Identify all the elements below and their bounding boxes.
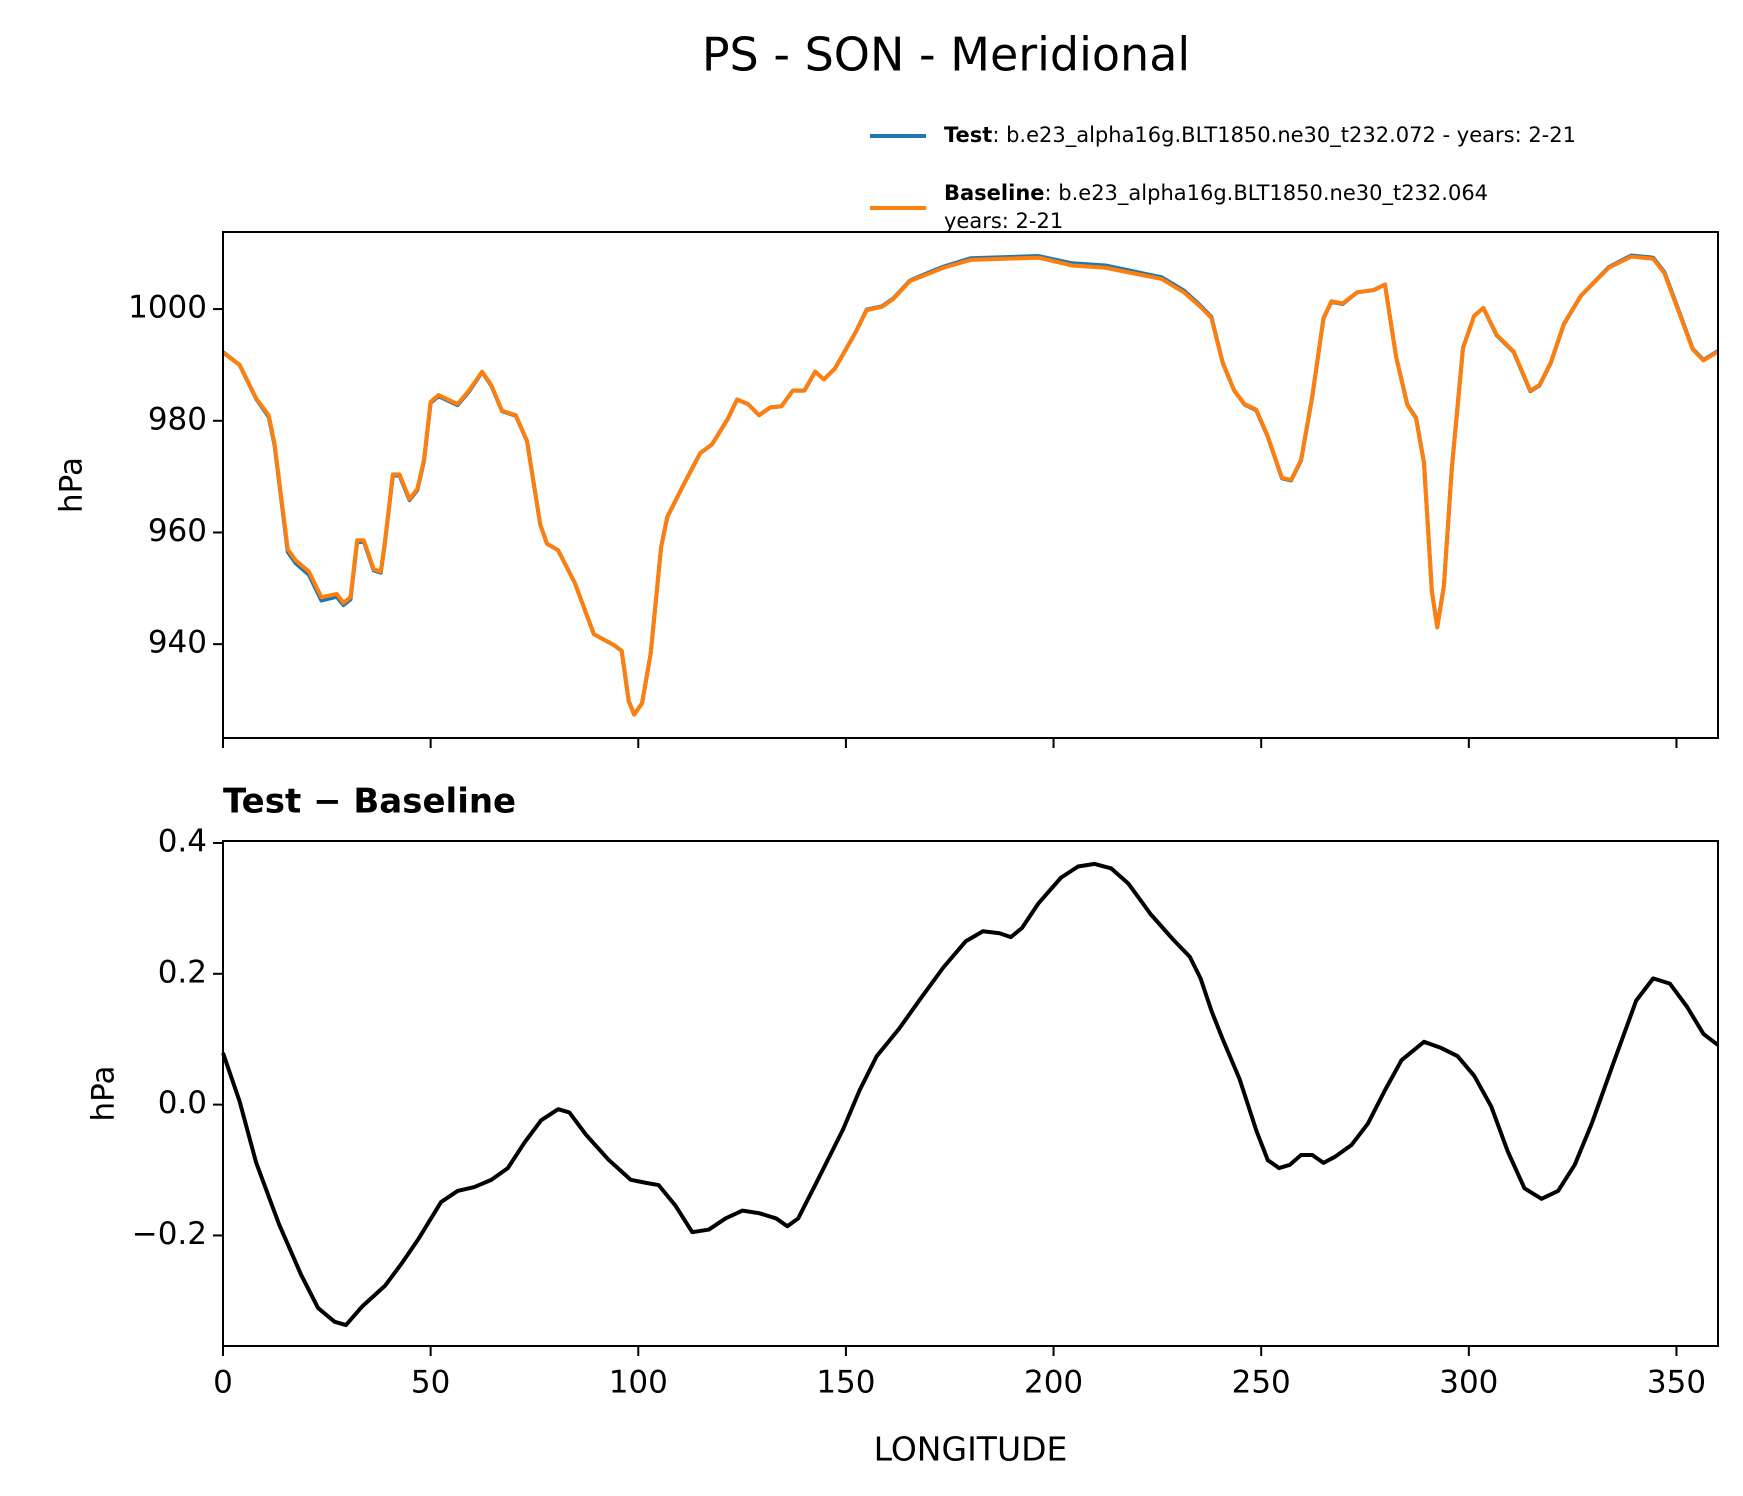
x-tick-label: 50 [411,1365,450,1401]
y-tick-label: 0.0 [158,1085,207,1121]
x-axis-label: LONGITUDE [874,1430,1068,1469]
x-tick-label: 350 [1647,1365,1706,1401]
legend-label: Baseline: b.e23_alpha16g.BLT1850.ne30_t2… [944,181,1488,233]
subplot-title: Test − Baseline [223,782,516,822]
y-tick-label: −0.2 [132,1216,207,1252]
y-tick-label: 0.2 [158,954,207,990]
x-tick-label: 200 [1024,1365,1083,1401]
data-line [221,861,1720,1328]
y-tick-label: 0.4 [158,823,207,859]
y-tick-label: 960 [148,513,207,549]
x-tick-label: 100 [609,1365,668,1401]
legend-description: : b.e23_alpha16g.BLT1850.ne30_t232.072 -… [992,123,1576,148]
data-line [221,253,1720,717]
legend-description: years: 2-21 [944,209,1063,233]
y-axis-label: hPa [54,457,90,513]
y-axis-label: hPa [86,1066,122,1122]
x-tick-label: 0 [213,1365,233,1401]
y-tick-label: 940 [148,625,207,661]
x-tick-label: 300 [1439,1365,1498,1401]
y-tick-label: 1000 [128,290,207,326]
axes-frame [222,840,1719,1347]
x-tick-label: 250 [1232,1365,1291,1401]
legend-name: Test [944,123,992,147]
legend-label: Test: b.e23_alpha16g.BLT1850.ne30_t232.0… [944,123,1576,148]
legend-name: Baseline [944,181,1045,205]
legend-description: : b.e23_alpha16g.BLT1850.ne30_t232.064 [1045,181,1489,206]
x-tick-label: 150 [816,1365,875,1401]
data-line [221,254,1720,717]
axes-frame [222,231,1719,739]
figure-title: PS - SON - Meridional [702,28,1190,82]
y-tick-label: 980 [148,401,207,437]
